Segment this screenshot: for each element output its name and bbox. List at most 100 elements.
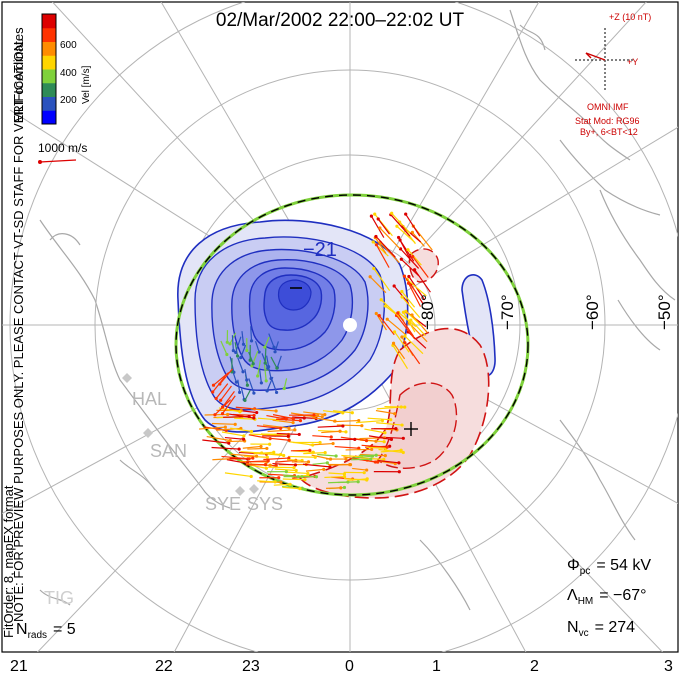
velocity-vector (312, 417, 336, 422)
velocity-vector (373, 268, 391, 291)
velocity-vector (211, 446, 240, 450)
velocity-vector-origin (357, 418, 361, 423)
velocity-vector-origin (385, 317, 389, 321)
velocity-vector (407, 282, 422, 307)
velocity-vector-origin (245, 348, 249, 353)
velocity-vector-origin (294, 468, 298, 473)
velocity-vector-origin (298, 487, 302, 491)
velocity-vector-origin (251, 456, 255, 460)
velocity-vector-origin (400, 423, 404, 427)
velocity-vector-origin (311, 443, 315, 447)
velocity-vector-origin (342, 485, 347, 490)
velocity-vector-origin (399, 405, 403, 409)
velocity-vector-origin (275, 366, 279, 370)
velocity-vector (266, 414, 287, 420)
velocity-vector-origin (325, 461, 329, 465)
coordinate-system-label: MLT coordinates (11, 27, 26, 123)
velocity-vector-origin (313, 455, 317, 459)
hm-boundary-latitude: ΛHM = −67° (567, 587, 647, 607)
velocity-vector (250, 326, 253, 341)
velocity-vector (367, 417, 391, 421)
colorbar-swatch (42, 14, 56, 29)
lat-label-80: −80° (418, 294, 437, 330)
velocity-vector-origin (265, 389, 269, 393)
velocity-vector (375, 244, 390, 268)
velocity-vector-origin (213, 413, 217, 417)
velocity-vector-origin (323, 413, 327, 417)
velocity-vector (240, 388, 245, 400)
velocity-vector-origin (245, 383, 250, 387)
velocity-vector (272, 414, 294, 420)
velocity-vector-origin (357, 446, 361, 450)
velocity-vector (414, 269, 431, 293)
velocity-vector-origin (263, 463, 268, 467)
velocity-vector (272, 419, 294, 424)
velocity-vector-origin (228, 342, 232, 346)
velocity-vector-origin (396, 235, 401, 240)
velocity-vector (220, 385, 232, 401)
colorbar-swatch (42, 110, 56, 125)
velocity-vector-origin (273, 480, 277, 484)
velocity-vector (264, 336, 270, 348)
velocity-vector (370, 215, 385, 238)
velocity-vector-origin (401, 450, 405, 455)
velocity-vector-origin (374, 243, 379, 247)
colorbar-swatch (42, 55, 56, 70)
velocity-vector (408, 322, 428, 343)
velocity-vector (374, 237, 387, 254)
velocity-vector-origin (389, 418, 393, 422)
velocity-vector (386, 318, 407, 336)
colorbar-outline (41, 13, 57, 125)
velocity-vector-origin (403, 405, 407, 409)
velocity-vector-origin (372, 266, 376, 271)
velocity-vector (397, 312, 414, 337)
velocity-vector (267, 429, 295, 433)
velocity-vector (237, 379, 241, 393)
velocity-vector (380, 299, 402, 319)
velocity-vector-origin (266, 459, 270, 463)
velocity-vector (224, 472, 252, 478)
velocity-vector (221, 455, 250, 460)
velocity-vector-origin (342, 472, 347, 476)
velocity-vector-origin (249, 429, 254, 434)
velocity-vector (288, 455, 316, 458)
velocity-vector-origin (353, 437, 357, 441)
velocity-vector-origin (219, 398, 223, 402)
velocity-vector-origin (400, 335, 404, 339)
velocity-vector (221, 431, 244, 437)
velocity-vector (247, 447, 267, 450)
velocity-vector-origin (300, 475, 304, 479)
velocity-vector (276, 355, 282, 368)
velocity-vector (364, 428, 386, 434)
velocity-vector (375, 236, 396, 258)
velocity-vector-origin (392, 330, 397, 334)
velocity-vector-origin (377, 314, 381, 318)
velocity-vector (400, 258, 420, 277)
velocity-vector-origin (241, 437, 246, 441)
mlt-label-21: 21 (10, 658, 28, 674)
velocity-vector (403, 275, 416, 292)
velocity-vector (345, 448, 372, 451)
velocity-vector-origin (227, 441, 231, 445)
station-label-sye: SYE (205, 494, 241, 514)
velocity-vector (230, 453, 257, 457)
hm-boundary-dashed (175, 194, 529, 496)
velocity-vector-origin (407, 274, 411, 279)
velocity-vector (228, 408, 257, 414)
velocity-vector-origin (365, 468, 369, 472)
velocity-vector-origin (264, 466, 268, 470)
velocity-vector (393, 285, 410, 305)
velocity-vector-origin (273, 350, 277, 354)
velocity-vector (390, 214, 411, 237)
station-marker-sye (235, 486, 245, 496)
velocity-vector (317, 425, 343, 428)
velocity-vector (405, 213, 421, 237)
velocity-vector-origin (211, 390, 215, 394)
velocity-vector (283, 378, 288, 389)
velocity-vector (406, 279, 427, 297)
velocity-vector-origin (238, 390, 242, 394)
velocity-vector-origin (291, 417, 296, 421)
velocity-vector-origin (322, 467, 326, 471)
velocity-vector (224, 436, 244, 440)
